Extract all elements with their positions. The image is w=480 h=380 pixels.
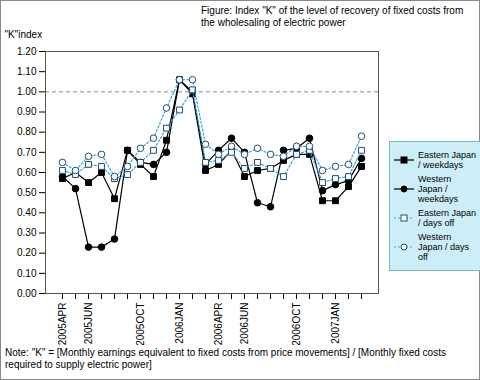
svg-text:0.00: 0.00 — [17, 288, 37, 299]
html-text:Note: "K" = [Monthly earnings: Note: "K" = [Monthly earnings equivalent… — [5, 347, 446, 370]
svg-text:2005OCT: 2005OCT — [135, 303, 146, 346]
svg-text:0.40: 0.40 — [17, 207, 37, 218]
html-text:Western Japan / weekdays: Western Japan / weekdays — [418, 174, 458, 204]
svg-text:2007JAN: 2007JAN — [330, 303, 341, 344]
svg-text:0.80: 0.80 — [17, 126, 37, 137]
svg-text:2006JUN: 2006JUN — [239, 303, 250, 345]
svg-text:1.00: 1.00 — [17, 86, 37, 97]
svg-text:1.20: 1.20 — [17, 46, 37, 57]
html-text:Eastern Japan / weekdays: Eastern Japan / weekdays — [418, 150, 476, 170]
svg-text:2005JUN: 2005JUN — [83, 303, 94, 345]
svg-text:2006OCT: 2006OCT — [291, 303, 302, 346]
svg-text:2006JAN: 2006JAN — [174, 303, 185, 344]
svg-text:"K"index: "K"index — [5, 29, 43, 40]
svg-text:0.20: 0.20 — [17, 247, 37, 258]
html-text:Figure: Index "K" of the level: Figure: Index "K" of the level of recove… — [201, 5, 464, 28]
svg-text:0.50: 0.50 — [17, 187, 37, 198]
svg-text:0.60: 0.60 — [17, 167, 37, 178]
svg-text:0.30: 0.30 — [17, 227, 37, 238]
svg-text:0.10: 0.10 — [17, 268, 37, 279]
html-text:Eastern Japan / days off: Eastern Japan / days off — [418, 208, 476, 228]
svg-text:0.70: 0.70 — [17, 147, 37, 158]
svg-text:2006APR: 2006APR — [213, 303, 224, 346]
svg-text:1.10: 1.10 — [17, 66, 37, 77]
svg-text:2005APR: 2005APR — [57, 303, 68, 346]
svg-text:0.90: 0.90 — [17, 106, 37, 117]
html-text:Western Japan / days off: Western Japan / days off — [418, 232, 469, 262]
